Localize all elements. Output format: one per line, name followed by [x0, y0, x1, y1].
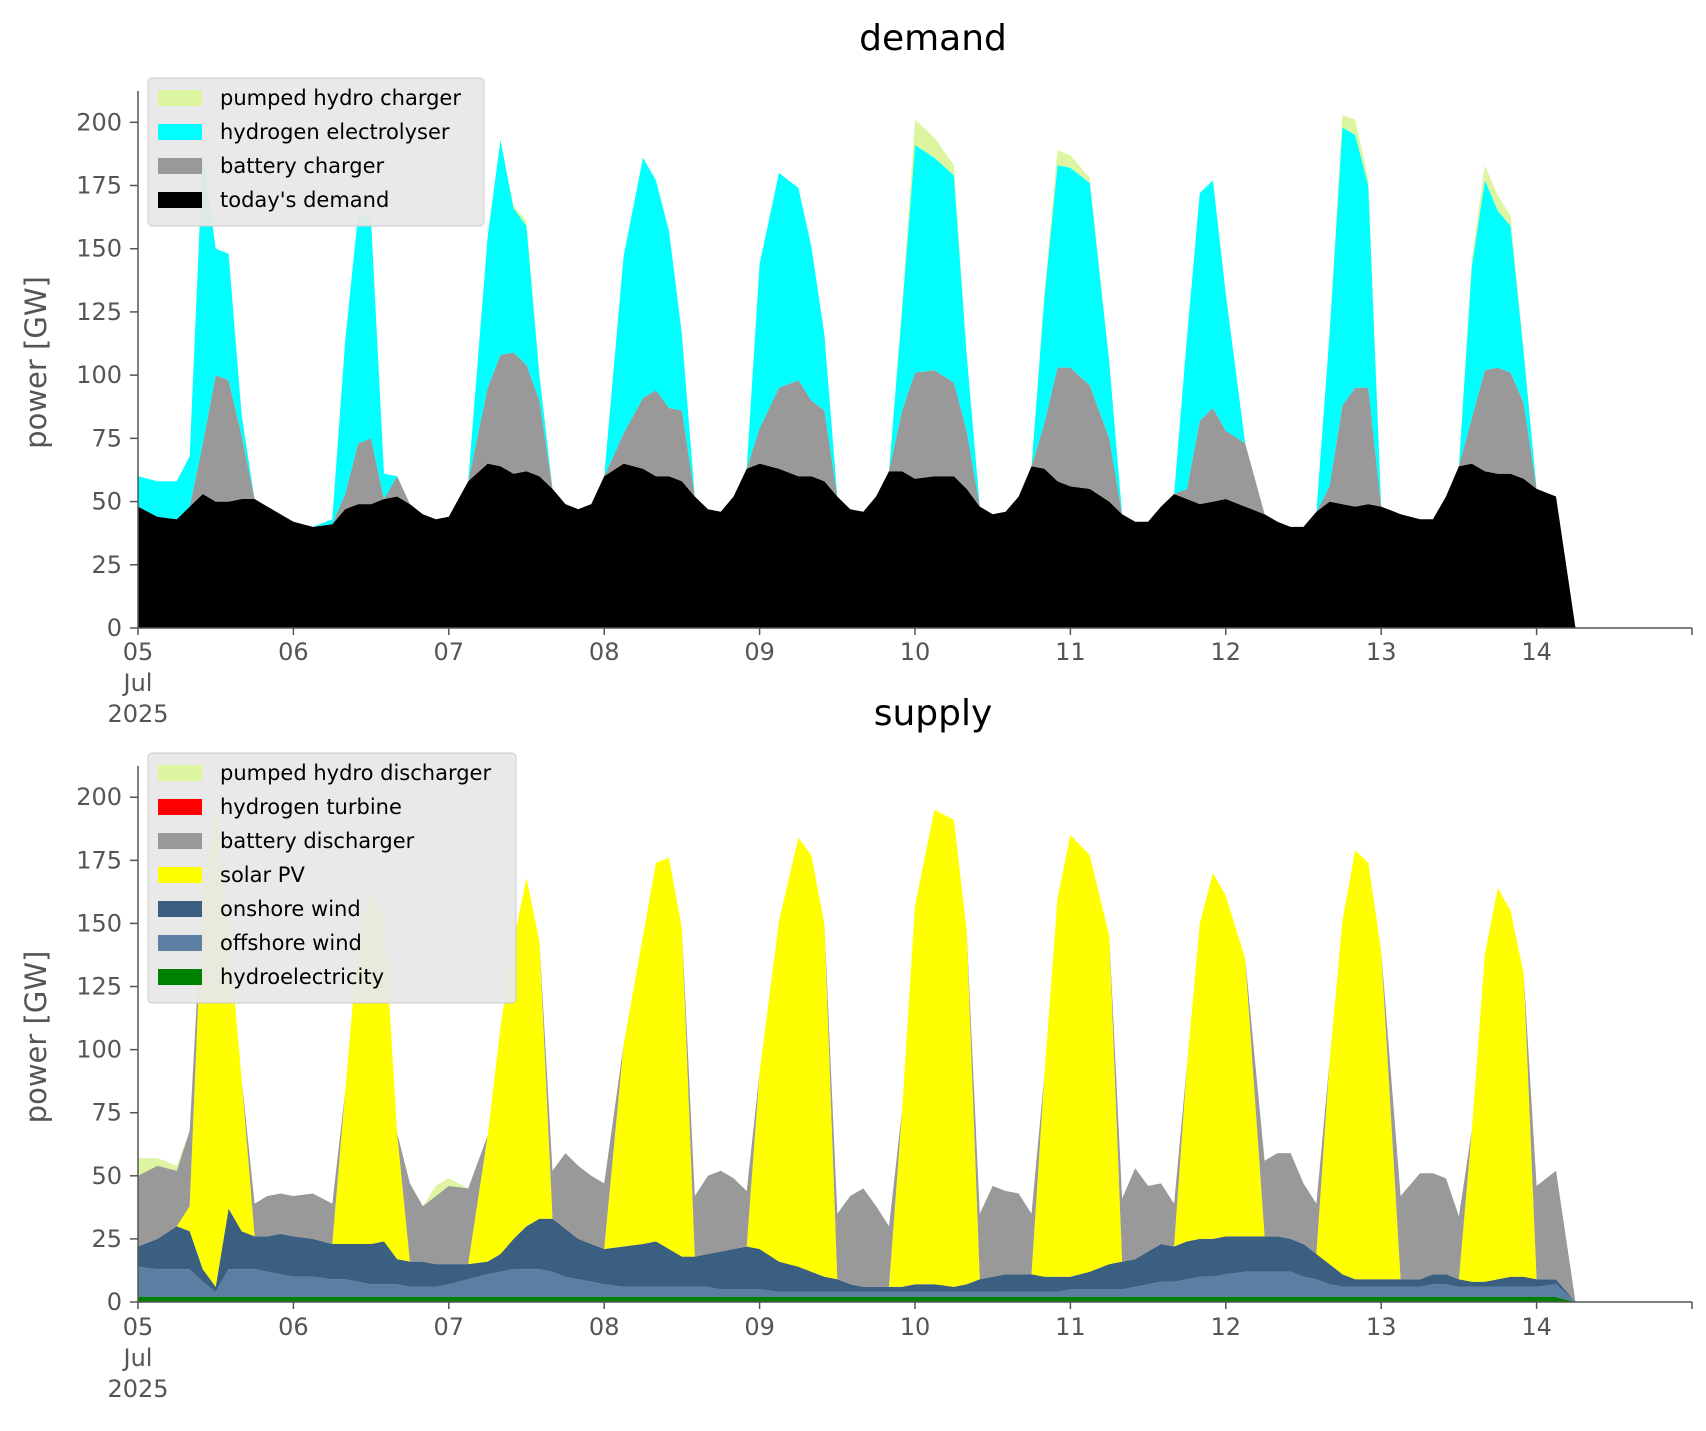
legend-label: battery charger — [220, 154, 385, 178]
series-areas — [138, 807, 1692, 1302]
y-tick-label: 175 — [76, 172, 122, 200]
y-tick-label: 50 — [91, 1162, 122, 1190]
x-tick-label: 10 — [900, 638, 931, 666]
legend-swatch — [158, 901, 202, 917]
series-area-today-s-demand — [138, 463, 1692, 628]
legend-swatch — [158, 935, 202, 951]
y-tick-label: 25 — [91, 551, 122, 579]
y-tick-label: 100 — [76, 1036, 122, 1064]
legend-label: today's demand — [220, 188, 389, 212]
x-tick-label: 14 — [1521, 638, 1552, 666]
series-area-offshore-wind — [138, 1266, 1692, 1302]
x-tick-label: 10 — [900, 1313, 931, 1341]
y-tick-label: 125 — [76, 298, 122, 326]
y-tick-label: 150 — [76, 235, 122, 263]
legend-label: hydrogen electrolyser — [220, 120, 450, 144]
x-tick-label: 14 — [1521, 1313, 1552, 1341]
y-tick-label: 125 — [76, 973, 122, 1001]
x-tick-label: 13 — [1366, 1313, 1397, 1341]
legend-label: pumped hydro discharger — [220, 761, 491, 785]
chart-title: demand — [859, 18, 1007, 59]
legend-swatch — [158, 799, 202, 815]
y-tick-label: 100 — [76, 361, 122, 389]
y-axis-label: power [GW] — [19, 951, 53, 1124]
x-tick-label: 11 — [1055, 638, 1086, 666]
x-tick-label: 09 — [744, 638, 775, 666]
x-tick-label: 07 — [434, 638, 465, 666]
legend-label: hydrogen turbine — [220, 795, 402, 819]
legend-swatch — [158, 124, 202, 140]
legend-label: onshore wind — [220, 897, 361, 921]
series-area-battery-charger — [138, 352, 1692, 628]
legend-swatch — [158, 833, 202, 849]
legend-swatch — [158, 969, 202, 985]
legend-swatch — [158, 192, 202, 208]
legend: pumped hydro charger hydrogen electrolyse… — [147, 77, 485, 227]
legend-swatch — [158, 90, 202, 106]
series-area-solar-pv — [138, 807, 1692, 1302]
series-area-hydroelectricity — [138, 1297, 1692, 1302]
legend-label: offshore wind — [220, 931, 362, 955]
chart-title: supply — [874, 693, 993, 734]
series-area-hydrogen-electrolyser — [138, 127, 1692, 629]
legend-swatch — [158, 765, 202, 781]
x-tick-label: 07 — [434, 1313, 465, 1341]
y-tick-label: 25 — [91, 1225, 122, 1253]
legend: pumped hydro discharger hydrogen turbine b… — [147, 752, 517, 1004]
supply-panel: supply power [GW] 0 25 50 75 100 125 150 175 200 05… — [19, 693, 1693, 1403]
x-tick-label: 12 — [1211, 1313, 1242, 1341]
legend-box — [147, 752, 517, 1004]
y-tick-label: 200 — [76, 783, 122, 811]
y-tick-label: 75 — [91, 1099, 122, 1127]
legend-label: solar PV — [220, 863, 305, 887]
demand-panel: demand power [GW] 0 25 50 75 100 125 150 175 200 05… — [19, 18, 1693, 728]
x-tick-label: 06 — [278, 1313, 309, 1341]
x-tick-label: 09 — [744, 1313, 775, 1341]
x-tick-label: 11 — [1055, 1313, 1086, 1341]
x-tick-label: 06 — [278, 638, 309, 666]
legend-swatch — [158, 867, 202, 883]
series-areas — [138, 114, 1692, 629]
y-tick-label: 150 — [76, 909, 122, 937]
x-tick-label: 05 Jul 2025 — [107, 638, 168, 728]
legend-swatch — [158, 158, 202, 174]
x-tick-label: 13 — [1366, 638, 1397, 666]
x-tick-label: 08 — [589, 1313, 620, 1341]
y-axis-label: power [GW] — [19, 276, 53, 449]
y-tick-label: 75 — [91, 424, 122, 452]
y-tick-label: 0 — [107, 614, 122, 642]
x-tick-label: 08 — [589, 638, 620, 666]
y-tick-label: 200 — [76, 108, 122, 136]
x-tick-label: 05 Jul 2025 — [107, 1313, 168, 1403]
y-tick-label: 50 — [91, 488, 122, 516]
legend-label: hydroelectricity — [220, 965, 384, 989]
y-tick-label: 175 — [76, 846, 122, 874]
series-area-onshore-wind — [138, 1208, 1692, 1302]
series-area-battery-discharger — [138, 807, 1692, 1302]
x-tick-label: 12 — [1211, 638, 1242, 666]
legend-label: battery discharger — [220, 829, 415, 853]
y-tick-label: 0 — [107, 1288, 122, 1316]
legend-box — [147, 77, 485, 227]
legend-label: pumped hydro charger — [220, 86, 461, 110]
